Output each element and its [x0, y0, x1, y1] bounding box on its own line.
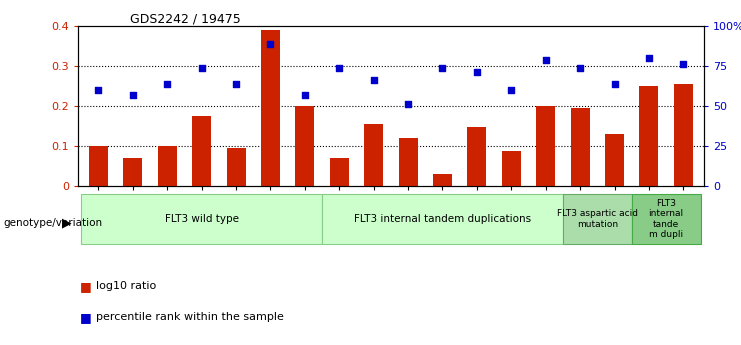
Point — [162, 81, 173, 86]
Text: ■: ■ — [80, 280, 92, 293]
Text: FLT3 aspartic acid
mutation: FLT3 aspartic acid mutation — [556, 209, 638, 229]
Bar — [502, 151, 521, 186]
Point — [574, 65, 586, 70]
Bar — [192, 116, 211, 186]
Text: FLT3
internal
tande
m dupli: FLT3 internal tande m dupli — [648, 199, 684, 239]
Point — [471, 70, 483, 75]
Bar — [296, 106, 314, 186]
Bar — [433, 174, 452, 186]
Bar — [536, 106, 555, 186]
Bar — [605, 134, 624, 186]
Point — [539, 57, 551, 62]
Bar — [158, 146, 176, 186]
Point — [643, 55, 655, 61]
Text: log10 ratio: log10 ratio — [96, 282, 156, 291]
Point — [299, 92, 310, 98]
Bar — [124, 158, 142, 186]
Point — [608, 81, 620, 86]
Bar — [330, 158, 349, 186]
Text: GDS2242 / 19475: GDS2242 / 19475 — [130, 12, 240, 25]
FancyBboxPatch shape — [82, 194, 322, 244]
Point — [677, 62, 689, 67]
Bar — [89, 146, 108, 186]
Point — [436, 65, 448, 70]
Text: ■: ■ — [80, 311, 92, 324]
Point — [333, 65, 345, 70]
Text: ▶: ▶ — [62, 216, 72, 229]
Point — [196, 65, 207, 70]
Bar — [227, 148, 245, 186]
Text: FLT3 wild type: FLT3 wild type — [165, 214, 239, 224]
FancyBboxPatch shape — [563, 194, 631, 244]
Bar — [261, 30, 280, 186]
FancyBboxPatch shape — [322, 194, 563, 244]
FancyBboxPatch shape — [631, 194, 700, 244]
Bar — [639, 86, 658, 186]
Point — [93, 87, 104, 93]
Point — [505, 87, 517, 93]
Point — [127, 92, 139, 98]
Bar — [468, 127, 486, 186]
Text: percentile rank within the sample: percentile rank within the sample — [96, 313, 285, 322]
Text: FLT3 internal tandem duplications: FLT3 internal tandem duplications — [354, 214, 531, 224]
Point — [265, 41, 276, 46]
Bar — [399, 138, 417, 186]
Bar — [365, 124, 383, 186]
Point — [402, 102, 414, 107]
Point — [368, 78, 379, 83]
Text: genotype/variation: genotype/variation — [3, 218, 102, 227]
Bar — [674, 84, 693, 186]
Bar — [571, 108, 590, 186]
Point — [230, 81, 242, 86]
